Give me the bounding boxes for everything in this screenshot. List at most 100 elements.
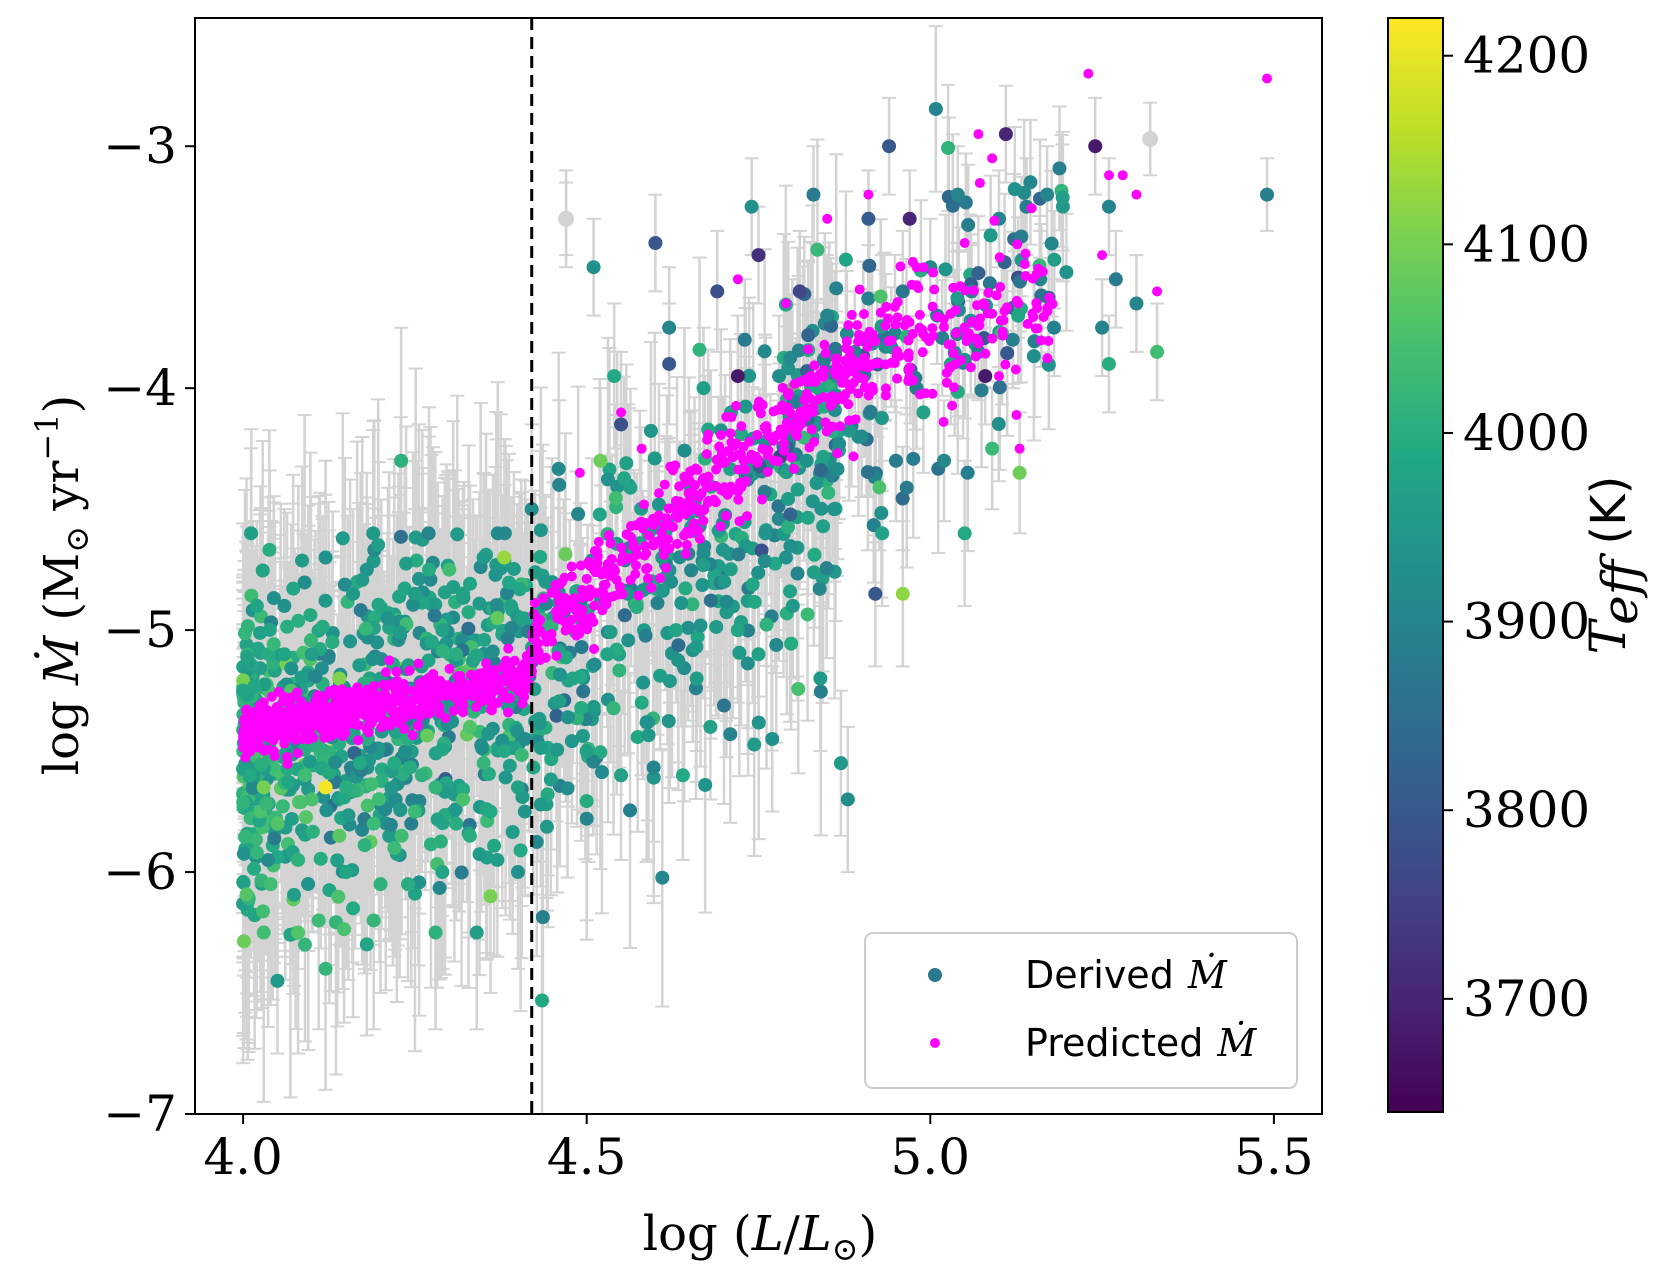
derived-point: [685, 597, 700, 612]
derived-point: [592, 507, 607, 522]
derived-point: [771, 499, 786, 514]
derived-point: [740, 656, 755, 671]
derived-point: [783, 584, 798, 599]
derived-point: [662, 674, 677, 689]
derived-point: [245, 781, 260, 796]
derived-point: [529, 834, 544, 849]
derived-point: [693, 618, 708, 633]
derived-point: [255, 563, 270, 578]
derived-point: [505, 824, 520, 839]
derived-point: [352, 658, 367, 673]
derived-point: [821, 485, 836, 500]
derived-point: [495, 733, 510, 748]
derived-point: [382, 829, 397, 844]
derived-point: [751, 715, 766, 730]
derived-point: [600, 472, 615, 487]
derived-point: [364, 777, 379, 792]
derived-point: [594, 765, 609, 780]
derived-point: [394, 828, 409, 843]
derived-point: [558, 547, 573, 562]
derived-point: [552, 694, 567, 709]
derived-point: [586, 700, 601, 715]
derived-point: [579, 811, 594, 826]
derived-point: [256, 904, 271, 919]
derived-point: [430, 812, 445, 827]
derived-point: [574, 700, 589, 715]
derived-point: [456, 782, 471, 797]
derived-point: [475, 741, 490, 756]
derived-point: [501, 575, 516, 590]
derived-point: [403, 760, 418, 775]
derived-point: [315, 619, 330, 634]
derived-point: [405, 793, 420, 808]
derived-point: [544, 619, 559, 634]
derived-point: [359, 937, 374, 952]
derived-point: [384, 781, 399, 796]
derived-point: [829, 281, 844, 296]
derived-point: [454, 865, 469, 880]
derived-point: [412, 875, 427, 890]
derived-point: [550, 742, 565, 757]
derived-point: [558, 650, 573, 665]
derived-point: [318, 593, 333, 608]
derived-point: [1000, 346, 1015, 361]
derived-point: [681, 620, 696, 635]
derived-point: [393, 802, 408, 817]
derived-point: [432, 880, 447, 895]
derived-point: [646, 770, 661, 785]
derived-point: [734, 427, 749, 442]
derived-point: [343, 634, 358, 649]
derived-point: [399, 556, 414, 571]
derived-point: [301, 877, 316, 892]
derived-point: [246, 861, 261, 876]
derived-point: [689, 639, 704, 654]
derived-point: [371, 792, 386, 807]
derived-point: [741, 623, 756, 638]
derived-point: [630, 730, 645, 745]
derived-point: [819, 561, 834, 576]
derived-point: [906, 451, 921, 466]
derived-point: [678, 581, 693, 596]
derived-point: [518, 611, 533, 626]
derived-point: [347, 745, 362, 760]
derived-point: [298, 810, 313, 825]
derived-point: [551, 461, 566, 476]
derived-point: [533, 549, 548, 564]
derived-point: [286, 581, 301, 596]
derived-point: [751, 565, 766, 580]
derived-point: [636, 675, 651, 690]
derived-point: [512, 582, 527, 597]
derived-point: [450, 527, 465, 542]
derived-point: [612, 663, 627, 678]
derived-point: [621, 633, 636, 648]
derived-point: [574, 640, 589, 655]
derived-point: [365, 652, 380, 667]
derived-point: [393, 529, 408, 544]
derived-point: [358, 621, 373, 636]
derived-point: [651, 497, 666, 512]
derived-point: [295, 553, 310, 568]
derived-point: [715, 542, 730, 557]
derived-point: [303, 633, 318, 648]
derived-point: [742, 368, 757, 383]
derived-point: [816, 519, 831, 534]
derived-point: [619, 456, 634, 471]
derived-point: [560, 710, 575, 725]
derived-point: [280, 619, 295, 634]
derived-point: [331, 889, 346, 904]
derived-point: [807, 547, 822, 562]
derived-point: [535, 993, 550, 1008]
derived-point: [378, 802, 393, 817]
derived-point: [650, 596, 665, 611]
derived-point: [719, 605, 734, 620]
derived-point: [341, 808, 356, 823]
derived-point: [408, 530, 423, 545]
derived-point: [747, 594, 762, 609]
derived-point: [640, 715, 655, 730]
derived-point: [253, 757, 268, 772]
derived-point: [809, 476, 824, 491]
derived-point: [532, 711, 547, 726]
derived-point: [526, 760, 541, 775]
derived-point: [698, 777, 713, 792]
derived-point: [303, 608, 318, 623]
